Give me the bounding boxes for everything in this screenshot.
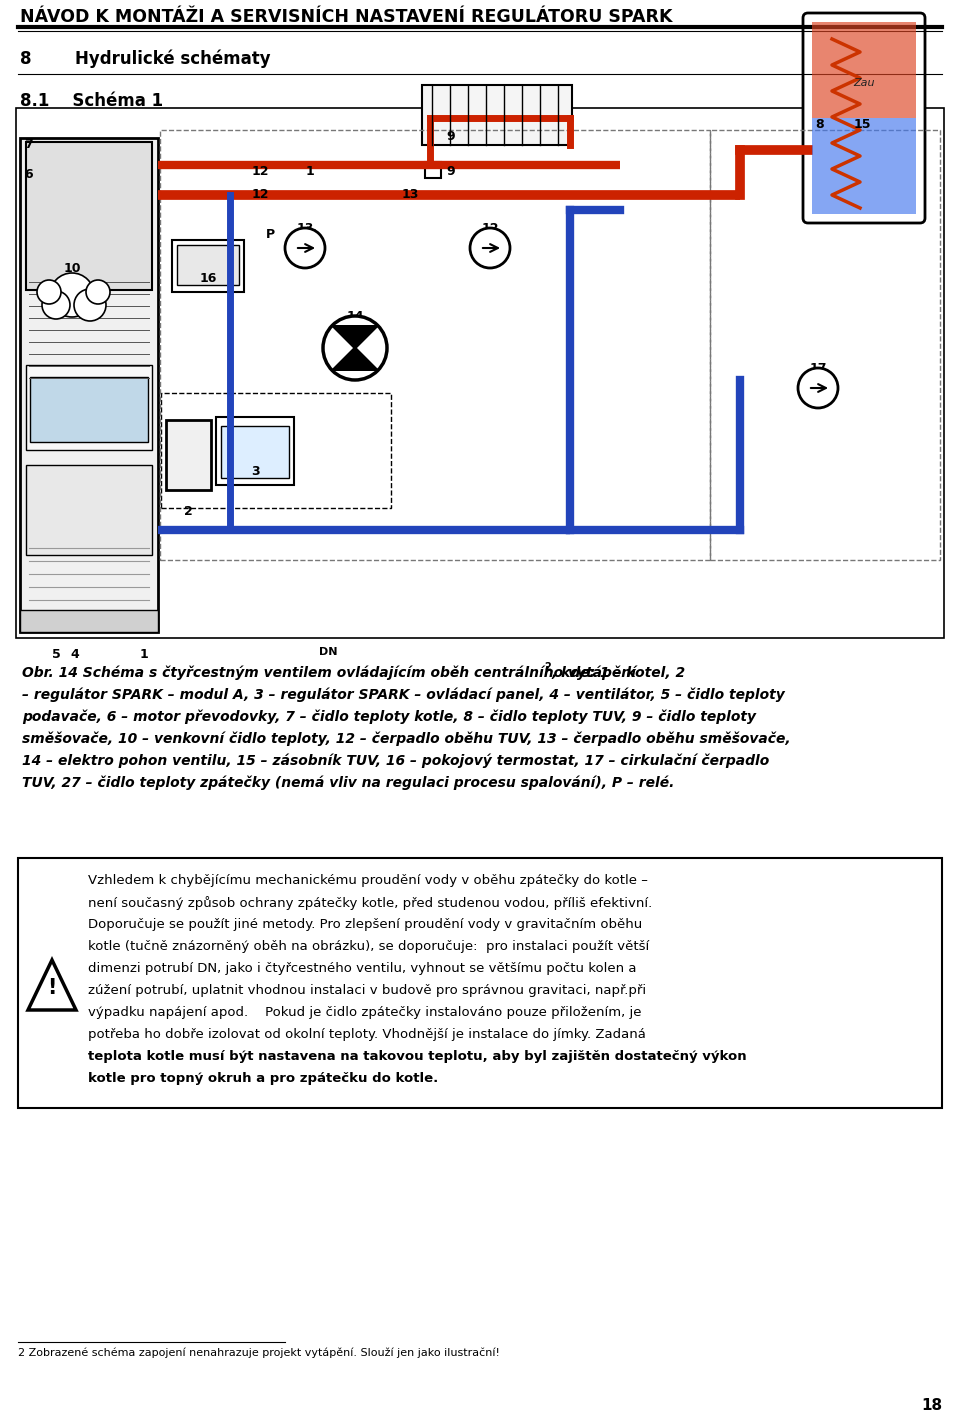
Text: 2: 2 [544, 663, 551, 673]
Text: Vzhledem k chybějícímu mechanickému proudění vody v oběhu zpátečky do kotle –: Vzhledem k chybějícímu mechanickému prou… [88, 874, 648, 886]
Text: 13: 13 [401, 188, 419, 201]
Text: Doporučuje se použít jiné metody. Pro zlepšení proudění vody v gravitačním oběhu: Doporučuje se použít jiné metody. Pro zl… [88, 918, 642, 930]
Text: 8.1    Schéma 1: 8.1 Schéma 1 [20, 92, 163, 110]
Bar [221, 426, 289, 479]
Bar [425, 161, 441, 178]
Text: 16: 16 [200, 272, 217, 285]
Text: 17: 17 [809, 362, 827, 375]
Text: Obr. 14 Schéma s čtyřcestným ventilem ovládajícím oběh centrálního vytápění: Obr. 14 Schéma s čtyřcestným ventilem ov… [22, 666, 636, 681]
FancyBboxPatch shape [803, 13, 925, 222]
Bar [20, 610, 158, 632]
Text: 15: 15 [853, 118, 871, 132]
Circle shape [285, 228, 325, 268]
Text: Zau: Zau [853, 78, 875, 88]
Bar [422, 85, 572, 144]
Circle shape [798, 368, 838, 408]
Text: zúžení potrubí, uplatnit vhodnou instalaci v budově pro správnou gravitaci, např: zúžení potrubí, uplatnit vhodnou instala… [88, 984, 646, 997]
Bar [812, 118, 916, 214]
Text: 8: 8 [816, 118, 825, 132]
Circle shape [323, 316, 387, 379]
Text: není současný způsob ochrany zpátečky kotle, před studenou vodou, příliš efektiv: není současný způsob ochrany zpátečky ko… [88, 896, 652, 910]
Text: 18: 18 [921, 1398, 942, 1413]
Text: 14 – elektro pohon ventilu, 15 – zásobník TUV, 16 – pokojový termostat, 17 – cir: 14 – elektro pohon ventilu, 15 – zásobní… [22, 753, 769, 769]
Text: směšovače, 10 – venkovní čidlo teploty, 12 – čerpadlo oběhu TUV, 13 – čerpadlo o: směšovače, 10 – venkovní čidlo teploty, … [22, 732, 791, 746]
Circle shape [37, 280, 61, 304]
Text: , kde: 1 – kotel, 2: , kde: 1 – kotel, 2 [551, 666, 685, 680]
Text: P: P [265, 228, 275, 241]
Text: 27: 27 [300, 228, 317, 241]
Text: 9: 9 [446, 166, 455, 178]
Circle shape [50, 273, 94, 317]
Bar [161, 394, 391, 508]
Bar [16, 108, 944, 639]
Text: 2 Zobrazené schéma zapojení nenahrazuje projekt vytápění. Slouží jen jako ilustr: 2 Zobrazené schéma zapojení nenahrazuje … [18, 1348, 500, 1358]
Bar [166, 421, 211, 490]
Text: dimenzi potrubí DN, jako i čtyřcestného ventilu, vyhnout se většímu počtu kolen : dimenzi potrubí DN, jako i čtyřcestného … [88, 961, 636, 976]
Text: podavače, 6 – motor převodovky, 7 – čidlo teploty kotle, 8 – čidlo teploty TUV, : podavače, 6 – motor převodovky, 7 – čidl… [22, 709, 756, 725]
Text: teplota kotle musí být nastavena na takovou teplotu, aby byl zajištěn dostatečný: teplota kotle musí být nastavena na tako… [88, 1051, 747, 1063]
Text: kotle (tučně znázorněný oběh na obrázku), se doporučuje:  pro instalaci použít v: kotle (tučně znázorněný oběh na obrázku)… [88, 940, 649, 953]
Text: 12: 12 [252, 188, 269, 201]
Bar [216, 416, 294, 486]
Text: Hydrulické schématy: Hydrulické schématy [75, 50, 271, 68]
Text: !: ! [47, 978, 57, 998]
Bar [18, 858, 942, 1107]
Circle shape [74, 289, 106, 321]
Text: 8: 8 [20, 50, 32, 68]
Bar [26, 365, 152, 450]
Text: 9: 9 [446, 130, 455, 143]
Text: 4: 4 [70, 649, 79, 661]
Text: – regulátor SPARK – modul A, 3 – regulátor SPARK – ovládací panel, 4 – ventiláto: – regulátor SPARK – modul A, 3 – regulát… [22, 688, 784, 702]
Text: 6: 6 [24, 169, 33, 181]
Text: 3: 3 [251, 464, 259, 479]
Bar [20, 137, 158, 632]
Text: 14: 14 [347, 310, 364, 323]
Text: 12: 12 [481, 222, 499, 235]
Text: DN: DN [319, 647, 337, 657]
Text: 5: 5 [52, 649, 60, 661]
Text: NÁVOD K MONTÁŽI A SERVISNÍCH NASTAVENÍ REGULÁTORU SPARK: NÁVOD K MONTÁŽI A SERVISNÍCH NASTAVENÍ R… [20, 8, 673, 25]
Bar [26, 142, 152, 290]
Polygon shape [332, 326, 378, 348]
Text: 13: 13 [297, 222, 314, 235]
Text: 2: 2 [183, 506, 192, 518]
Bar [812, 23, 916, 118]
Polygon shape [332, 348, 378, 371]
Text: výpadku napájení apod.    Pokud je čidlo zpátečky instalováno pouze přiložením, : výpadku napájení apod. Pokud je čidlo zp… [88, 1005, 641, 1020]
Bar [172, 239, 244, 292]
Bar [177, 245, 239, 285]
Text: 12: 12 [252, 166, 269, 178]
Polygon shape [28, 960, 76, 1010]
Circle shape [86, 280, 110, 304]
Bar [160, 130, 710, 559]
Text: 1: 1 [140, 649, 149, 661]
Text: 10: 10 [63, 262, 81, 275]
Bar [26, 464, 152, 555]
Text: 1: 1 [305, 166, 314, 178]
Text: kotle pro topný okruh a pro zpátečku do kotle.: kotle pro topný okruh a pro zpátečku do … [88, 1072, 439, 1085]
Text: 7: 7 [24, 137, 33, 152]
Bar [710, 130, 940, 559]
Bar [30, 377, 148, 442]
Circle shape [42, 292, 70, 319]
Text: potřeba ho dobře izolovat od okolní teploty. Vhodnější je instalace do jímky. Za: potřeba ho dobře izolovat od okolní tepl… [88, 1028, 646, 1041]
Text: TUV, 27 – čidlo teploty zpátečky (nemá vliv na regulaci procesu spalování), P – : TUV, 27 – čidlo teploty zpátečky (nemá v… [22, 776, 674, 790]
Circle shape [470, 228, 510, 268]
